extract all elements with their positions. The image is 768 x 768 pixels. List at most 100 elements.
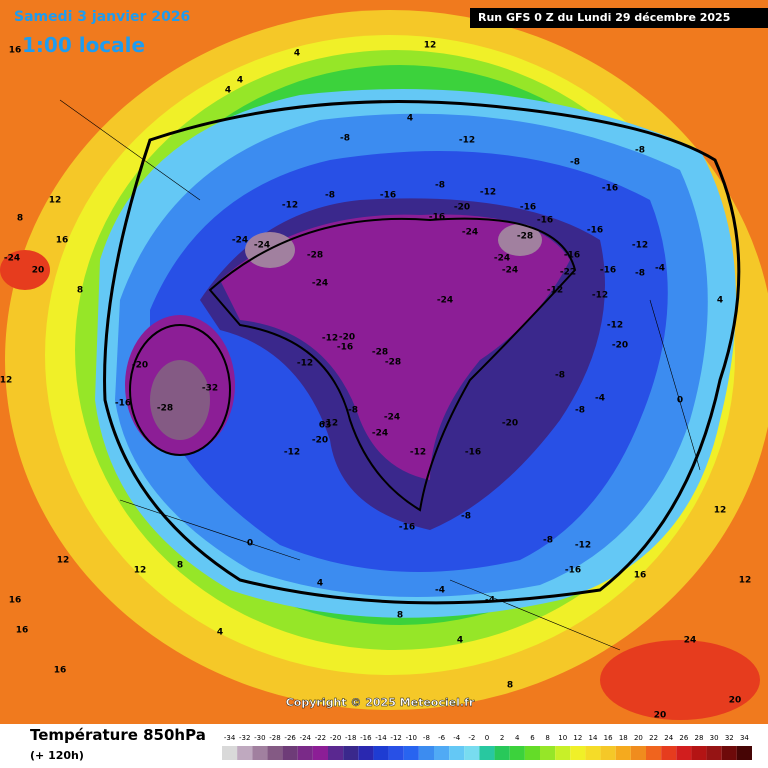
contour-label: 12 [49,196,62,206]
contour-label: -28 [385,358,401,368]
contour-label: -12 [284,448,300,458]
contour-label: -4 [595,394,605,404]
contour-label: -8 [575,406,585,416]
scale-label: -2 [468,734,475,742]
color-scale: -34 -32 -30 -28 -26 -24 -22 -20 -18 -16 -14 -12 -10-… [222,734,752,760]
scale-label: -10 [406,734,417,742]
color-swatch [555,746,571,760]
contour-label: 63 [319,421,332,431]
color-swatch [312,746,328,760]
contour-label: -12 [459,136,475,146]
contour-label: 16 [9,596,22,606]
scale-label: -32 [239,734,250,742]
contour-label: 4 [217,628,223,638]
contour-label: -12 [547,286,563,296]
color-swatch [691,746,707,760]
scale-label: -8 [423,734,430,742]
scale-label: 32 [725,734,734,742]
contour-label: -24 [494,254,510,264]
color-swatch [388,746,404,760]
color-swatch [736,746,752,760]
lead-time: (+ 120h) [30,749,84,762]
scale-label: 4 [515,734,520,742]
color-swatch [706,746,722,760]
contour-label: 4 [717,296,723,306]
scale-label: 2 [500,734,504,742]
temperature-field [0,0,768,724]
contour-label: 24 [684,636,697,646]
contour-label: 12 [0,376,12,386]
contour-label: -8 [340,134,350,144]
scale-label: -6 [438,734,446,742]
color-swatch [297,746,313,760]
color-swatch [328,746,344,760]
contour-label: 4 [294,49,300,59]
scale-label: 30 [710,734,719,742]
scale-label: -24 [300,734,312,742]
contour-label: -4 [485,596,495,606]
contour-label: 0 [247,539,253,549]
contour-label: -24 [254,241,270,251]
color-swatch [646,746,662,760]
contour-label: -20 [612,341,628,351]
contour-label: -8 [635,146,645,156]
color-swatch [676,746,692,760]
contour-label: 16 [54,666,67,676]
contour-label: -16 [564,251,580,261]
contour-label: -12 [607,321,623,331]
color-swatch [524,746,540,760]
color-swatch [721,746,737,760]
contour-label: 12 [57,556,70,566]
contour-label: -16 [337,343,353,353]
color-swatch [449,746,465,760]
scale-label: 10 [558,734,567,742]
contour-label: -28 [307,251,323,261]
color-swatch [479,746,495,760]
contour-label: 8 [177,561,183,571]
contour-label: -8 [435,181,445,191]
scale-label: 34 [740,734,749,742]
contour-label: -24 [312,279,328,289]
contour-label: -16 [587,226,603,236]
contour-label: 8 [77,286,83,296]
color-swatch [540,746,556,760]
contour-label: -28 [157,404,173,414]
contour-label: -24 [232,236,248,246]
scale-label: -30 [254,734,265,742]
copyright: Copyright © 2025 Meteociel.fr [286,696,475,709]
contour-label: 16 [9,46,22,56]
contour-label: -12 [410,448,426,458]
contour-label: 12 [424,41,437,51]
color-swatch [343,746,359,760]
contour-label: 4 [317,579,323,589]
scale-label: 14 [589,734,598,742]
color-swatch [434,746,450,760]
contour-label: -16 [399,523,415,533]
scale-label: -22 [315,734,326,742]
color-swatch [630,746,646,760]
scale-label: 28 [695,734,704,742]
contour-label: -24 [437,296,453,306]
contour-label: -12 [282,201,298,211]
contour-label: -20 [454,203,470,213]
scale-label: 22 [649,734,658,742]
contour-label: -24 [384,413,400,423]
forecast-time: 1:00 locale [22,33,145,57]
contour-label: -16 [520,203,536,213]
color-swatch [267,746,283,760]
contour-label: 16 [56,236,69,246]
color-swatch [403,746,419,760]
run-box [470,8,768,28]
contour-label: -24 [4,254,20,264]
scale-label: -18 [345,734,356,742]
contour-label: 20 [729,696,742,706]
color-swatch [570,746,586,760]
scale-label: 6 [530,734,535,742]
contour-label: -4 [655,264,665,274]
contour-label: -28 [372,348,388,358]
scale-label: -28 [269,734,280,742]
contour-label: -12 [322,419,338,429]
scale-label: 12 [573,734,582,742]
contour-label: 4 [457,636,463,646]
